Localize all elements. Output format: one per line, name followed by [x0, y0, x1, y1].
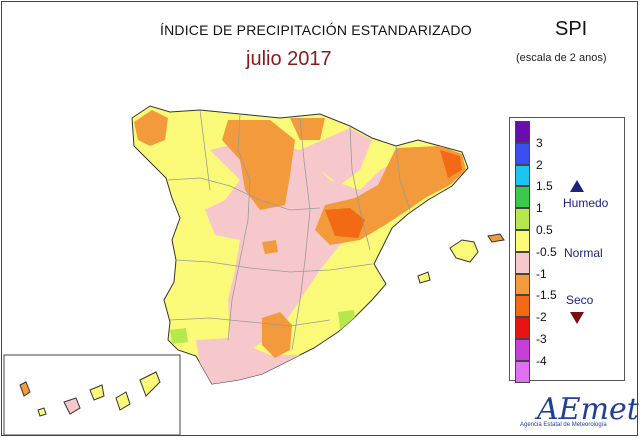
aemet-logo: AEmet — [537, 392, 639, 427]
legend-swatch — [515, 317, 530, 339]
wet-arrow-icon — [570, 180, 584, 192]
legend-label: -3 — [536, 332, 547, 346]
zone-dry-south-blob — [262, 312, 292, 358]
legend-swatch — [515, 121, 530, 143]
canary-islands — [19, 371, 161, 417]
legend-label: -1 — [536, 266, 547, 281]
zone-dry-northcentral — [222, 120, 295, 210]
legend-swatch — [515, 230, 530, 252]
legend-swatch — [515, 186, 530, 209]
legend-label: -0.5 — [536, 244, 557, 259]
map-subtitle: julio 2017 — [246, 48, 332, 70]
legend-label: 0.5 — [536, 223, 553, 237]
zone-slightly-dry-north — [300, 128, 372, 185]
legend-swatch — [515, 273, 530, 296]
legend-label: -1.5 — [536, 288, 557, 303]
legend-swatch — [515, 360, 530, 383]
legend-swatch — [515, 339, 530, 361]
dry-arrow-icon — [570, 312, 584, 324]
legend-swatch — [515, 142, 530, 165]
legend-category-dry: Seco — [566, 293, 594, 307]
zone-very-dry-aragon — [325, 208, 365, 238]
zone-dry-cantabria — [290, 118, 325, 140]
zone-dry-galicia — [134, 110, 168, 146]
zone-wet-southwest — [170, 328, 188, 344]
legend-swatch — [515, 295, 530, 318]
index-name: SPI — [555, 18, 588, 40]
legend-label: -2 — [536, 310, 547, 325]
legend-label: 3 — [536, 135, 543, 150]
map-title: ÍNDICE DE PRECIPITACIÓN ESTANDARIZADO — [160, 22, 472, 38]
zone-dry-center-spot — [262, 240, 278, 254]
legend-label: 1.5 — [536, 179, 553, 194]
legend-swatch — [515, 208, 530, 230]
island-mallorca — [449, 239, 479, 263]
zone-wet-southeast — [338, 310, 356, 330]
legend-category-wet: Humedo — [563, 196, 609, 210]
legend-category-normal: Normal — [564, 246, 603, 260]
index-scale: (escala de 2 anos) — [516, 52, 607, 64]
legend-swatch — [515, 251, 530, 274]
legend-swatch — [515, 164, 530, 187]
legend-label: 2 — [536, 157, 543, 172]
island-ibiza — [417, 271, 431, 284]
region-boundaries — [167, 109, 411, 351]
legend-label: -4 — [536, 353, 547, 368]
island-menorca — [487, 233, 505, 243]
legend-label: 1 — [536, 201, 543, 216]
zone-very-dry-catalonia — [440, 150, 462, 178]
aemet-tagline: Agencia Estatal de Meteorología — [520, 422, 607, 428]
